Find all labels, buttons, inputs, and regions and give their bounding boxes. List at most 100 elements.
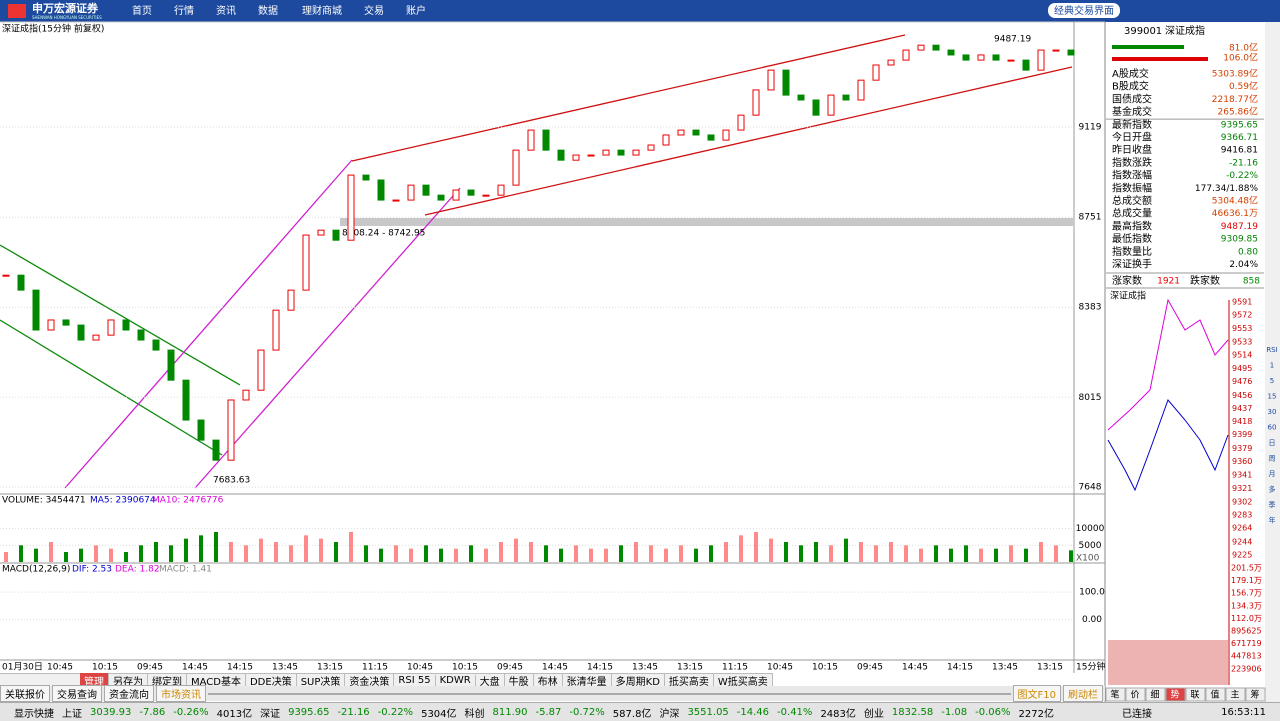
gap-band [340,218,1073,226]
menu-item[interactable]: 资讯 [216,5,236,17]
tool-tab[interactable]: 资金决策 [345,673,395,688]
mini-tick-label: 9572 [1232,311,1252,320]
panel-tab[interactable]: 价 [1130,690,1139,701]
candle [992,54,1000,61]
tool-tab[interactable]: RSI 55 [394,675,436,686]
tool-tab[interactable]: 管理 [80,673,109,688]
panel-value: 265.86亿 [1218,106,1259,118]
tool-tab[interactable]: KDWR [436,675,476,686]
volume-bar [4,552,8,562]
side-icon[interactable]: 日 [1269,439,1276,447]
candle [677,129,685,136]
mini-volume-label: 134.3万 [1231,601,1262,610]
menu-item[interactable]: 行情 [174,4,194,17]
tool-tab[interactable]: 抵买高卖 [665,673,714,688]
panel-tab[interactable]: 笔 [1110,689,1119,701]
volume-bar [979,548,983,562]
tool-tab[interactable]: 布林 [534,673,563,688]
bottom-tab[interactable]: 刷动栏 [1063,685,1103,702]
bottom-tab[interactable]: 交易查询 [52,685,102,702]
side-icon[interactable]: 月 [1269,470,1276,478]
bottom-tab[interactable]: 图文F10 [1012,685,1061,702]
tool-tab[interactable]: 绑定到 [148,673,187,688]
shortcut: 显示快捷 [14,708,54,720]
volume-label: VOLUME: 3454471 [2,496,86,506]
candle [242,389,250,401]
volume-bar [484,548,488,562]
candle [107,319,115,336]
tool-tab[interactable]: MACD基本 [187,673,246,688]
panel-tab[interactable]: 筹 [1250,689,1259,701]
candle [647,144,655,151]
candle [662,134,670,146]
mini-tick-label: 9456 [1232,391,1252,400]
candle [1052,49,1060,52]
panel-value: -0.22% [1226,171,1258,181]
quote-item: 沪深 [659,708,680,720]
tool-tab[interactable]: 另存为 [109,673,148,688]
quote-item: 4013亿 [216,708,253,720]
menu-item[interactable]: 理财商城 [302,4,342,17]
y-tick-label: 7648 [1079,483,1102,493]
tool-tab[interactable]: W抵买高卖 [714,673,773,688]
volume-bar [244,545,248,562]
side-icon[interactable]: 1 [1270,362,1274,370]
candle [212,439,220,461]
side-icon[interactable]: 多 [1269,485,1276,494]
panel-tab[interactable]: 联 [1190,690,1199,701]
side-icon[interactable]: 5 [1270,377,1274,385]
volume-bar [319,538,323,562]
panel-tab[interactable]: 细 [1150,689,1159,701]
side-icon[interactable]: RSI [1266,346,1277,354]
candle [302,234,310,291]
menu-item[interactable]: 账户 [406,4,426,17]
panel-tab-bg [1125,687,1146,702]
volume-bar [169,545,173,562]
side-icon[interactable]: 15 [1268,393,1277,401]
side-icon[interactable]: 60 [1268,424,1277,432]
volume-bar [784,542,788,562]
y-tick-label: 8751 [1079,213,1102,223]
classic-button-bg[interactable] [1048,3,1120,18]
menu-item[interactable]: 数据 [258,4,278,17]
side-icon[interactable]: 周 [1269,455,1276,463]
mini-tick-label: 9591 [1232,298,1252,307]
tool-tab[interactable]: 多周期KD [612,673,665,688]
bottom-tab[interactable]: 资金流向 [104,685,154,702]
mini-tick-label: 9283 [1232,510,1252,519]
volume-bar [664,548,668,562]
panel-label: 最高指数 [1112,219,1152,232]
panel-tab[interactable]: 势 [1170,689,1179,701]
side-icon[interactable]: 30 [1268,408,1277,416]
menu-item[interactable]: 首页 [132,4,152,17]
classic-button[interactable]: 经典交易界面 [1054,4,1114,17]
volume-bar [469,545,473,562]
macd-label: MACD: 1.41 [159,565,212,575]
panel-tab[interactable]: 值 [1210,689,1219,701]
panel-value: 9416.81 [1221,146,1258,156]
annotation: 7683.63 [213,476,250,486]
tool-tab[interactable]: 牛股 [505,673,534,688]
panel-tab[interactable]: 主 [1230,689,1239,701]
volume-bar [304,535,308,562]
x-tick-label: 10:45 [47,663,73,673]
volume-bar [844,538,848,562]
bottom-tab[interactable]: 关联报价 [0,685,50,702]
tool-tab[interactable]: 张清华量 [563,673,612,688]
side-icon[interactable]: 季 [1269,500,1276,509]
candle [617,149,625,156]
tool-tab[interactable]: 大盘 [476,673,505,688]
menu-item[interactable]: 交易 [364,4,384,17]
bottom-tab[interactable]: 市场资讯 [156,685,206,702]
volume-bar [949,548,953,562]
side-icon[interactable]: 年 [1269,516,1276,525]
tool-tab[interactable]: SUP决策 [297,673,346,688]
candle [632,149,640,156]
volume-bar [394,545,398,562]
volume-bar [154,542,158,562]
x-tick-label: 14:15 [947,663,973,673]
volume-bar [289,545,293,562]
tool-tab[interactable]: DDE决策 [246,673,297,688]
x-tick-label: 09:45 [137,663,163,673]
volume-bar [379,548,383,562]
